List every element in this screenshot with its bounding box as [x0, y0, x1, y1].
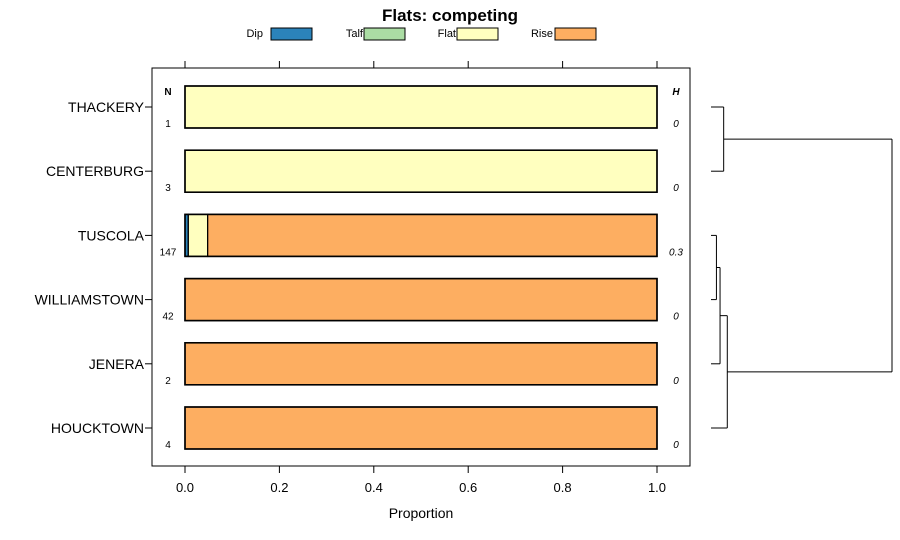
bar-segment-williamstown-rise [184, 277, 658, 322]
legend-swatch-flat [456, 27, 499, 41]
bar-outline-thackery [184, 85, 658, 129]
n-value: 4 [165, 440, 171, 451]
bar-outline-houcktown [184, 406, 658, 450]
h-value: 0 [673, 312, 679, 323]
n-value: 42 [162, 312, 174, 323]
x-tick-label: 0.0 [176, 480, 194, 495]
legend-label-rise: Rise [531, 28, 553, 40]
bars [184, 85, 658, 450]
bar-segment-tuscola-flat [187, 213, 209, 258]
n-column-header: N [164, 87, 171, 98]
legend: Dip Talf Flat Rise [246, 27, 597, 41]
legend-swatch-dip [270, 27, 313, 41]
x-tick-label: 0.4 [365, 480, 383, 495]
y-axis-ticks [145, 106, 152, 429]
h-value: 0.3 [669, 247, 683, 258]
category-label: THACKERY [68, 99, 145, 115]
h-value: 0 [673, 183, 679, 194]
n-value: 1 [165, 119, 171, 130]
chart-title: Flats: competing [382, 6, 518, 25]
bar-segment-jenera-rise [184, 342, 658, 386]
n-value: 3 [165, 183, 171, 194]
h-value: 0 [673, 440, 679, 451]
bar-outline-centerburg [184, 149, 658, 193]
legend-label-dip: Dip [246, 28, 263, 40]
x-tick-label: 0.6 [459, 480, 477, 495]
h-value: 0 [673, 119, 679, 130]
category-labels: THACKERY CENTERBURG TUSCOLA WILLIAMSTOWN JEN… [35, 99, 145, 436]
n-value: 147 [160, 247, 177, 258]
dendrogram [711, 106, 893, 429]
bar-segment-thackery-flat [184, 85, 658, 129]
top-axis-ticks [184, 61, 658, 68]
x-tick-label: 1.0 [648, 480, 666, 495]
legend-swatch-talf [363, 27, 406, 41]
bar-outline-williamstown [184, 277, 658, 322]
bar-segment-houcktown-rise [184, 406, 658, 450]
bar-segment-tuscola-rise [207, 213, 658, 258]
legend-label-flat: Flat [438, 28, 456, 40]
h-column-header: H [672, 87, 680, 98]
category-label: CENTERBURG [46, 163, 144, 179]
x-tick-label: 0.8 [554, 480, 572, 495]
category-label: TUSCOLA [78, 227, 145, 243]
bar-outline-jenera [184, 341, 658, 386]
bar-segment-centerburg-flat [184, 149, 658, 193]
x-axis-label: Proportion [389, 505, 454, 521]
x-tick-label: 0.2 [270, 480, 288, 495]
n-column: 1 3 147 42 2 4 [160, 119, 177, 451]
category-label: JENERA [89, 356, 145, 372]
n-value: 2 [165, 376, 171, 387]
h-value: 0 [673, 376, 679, 387]
legend-label-talf: Talf [346, 28, 364, 40]
category-label: WILLIAMSTOWN [35, 292, 144, 308]
x-axis: 0.0 0.2 0.4 0.6 0.8 1.0 [176, 466, 666, 495]
h-column: 0 0 0.3 0 0 0 [669, 119, 683, 451]
plot-frame [151, 67, 691, 467]
category-label: HOUCKTOWN [51, 420, 144, 436]
legend-swatch-rise [554, 27, 597, 41]
bar-outline-tuscola [184, 213, 658, 258]
